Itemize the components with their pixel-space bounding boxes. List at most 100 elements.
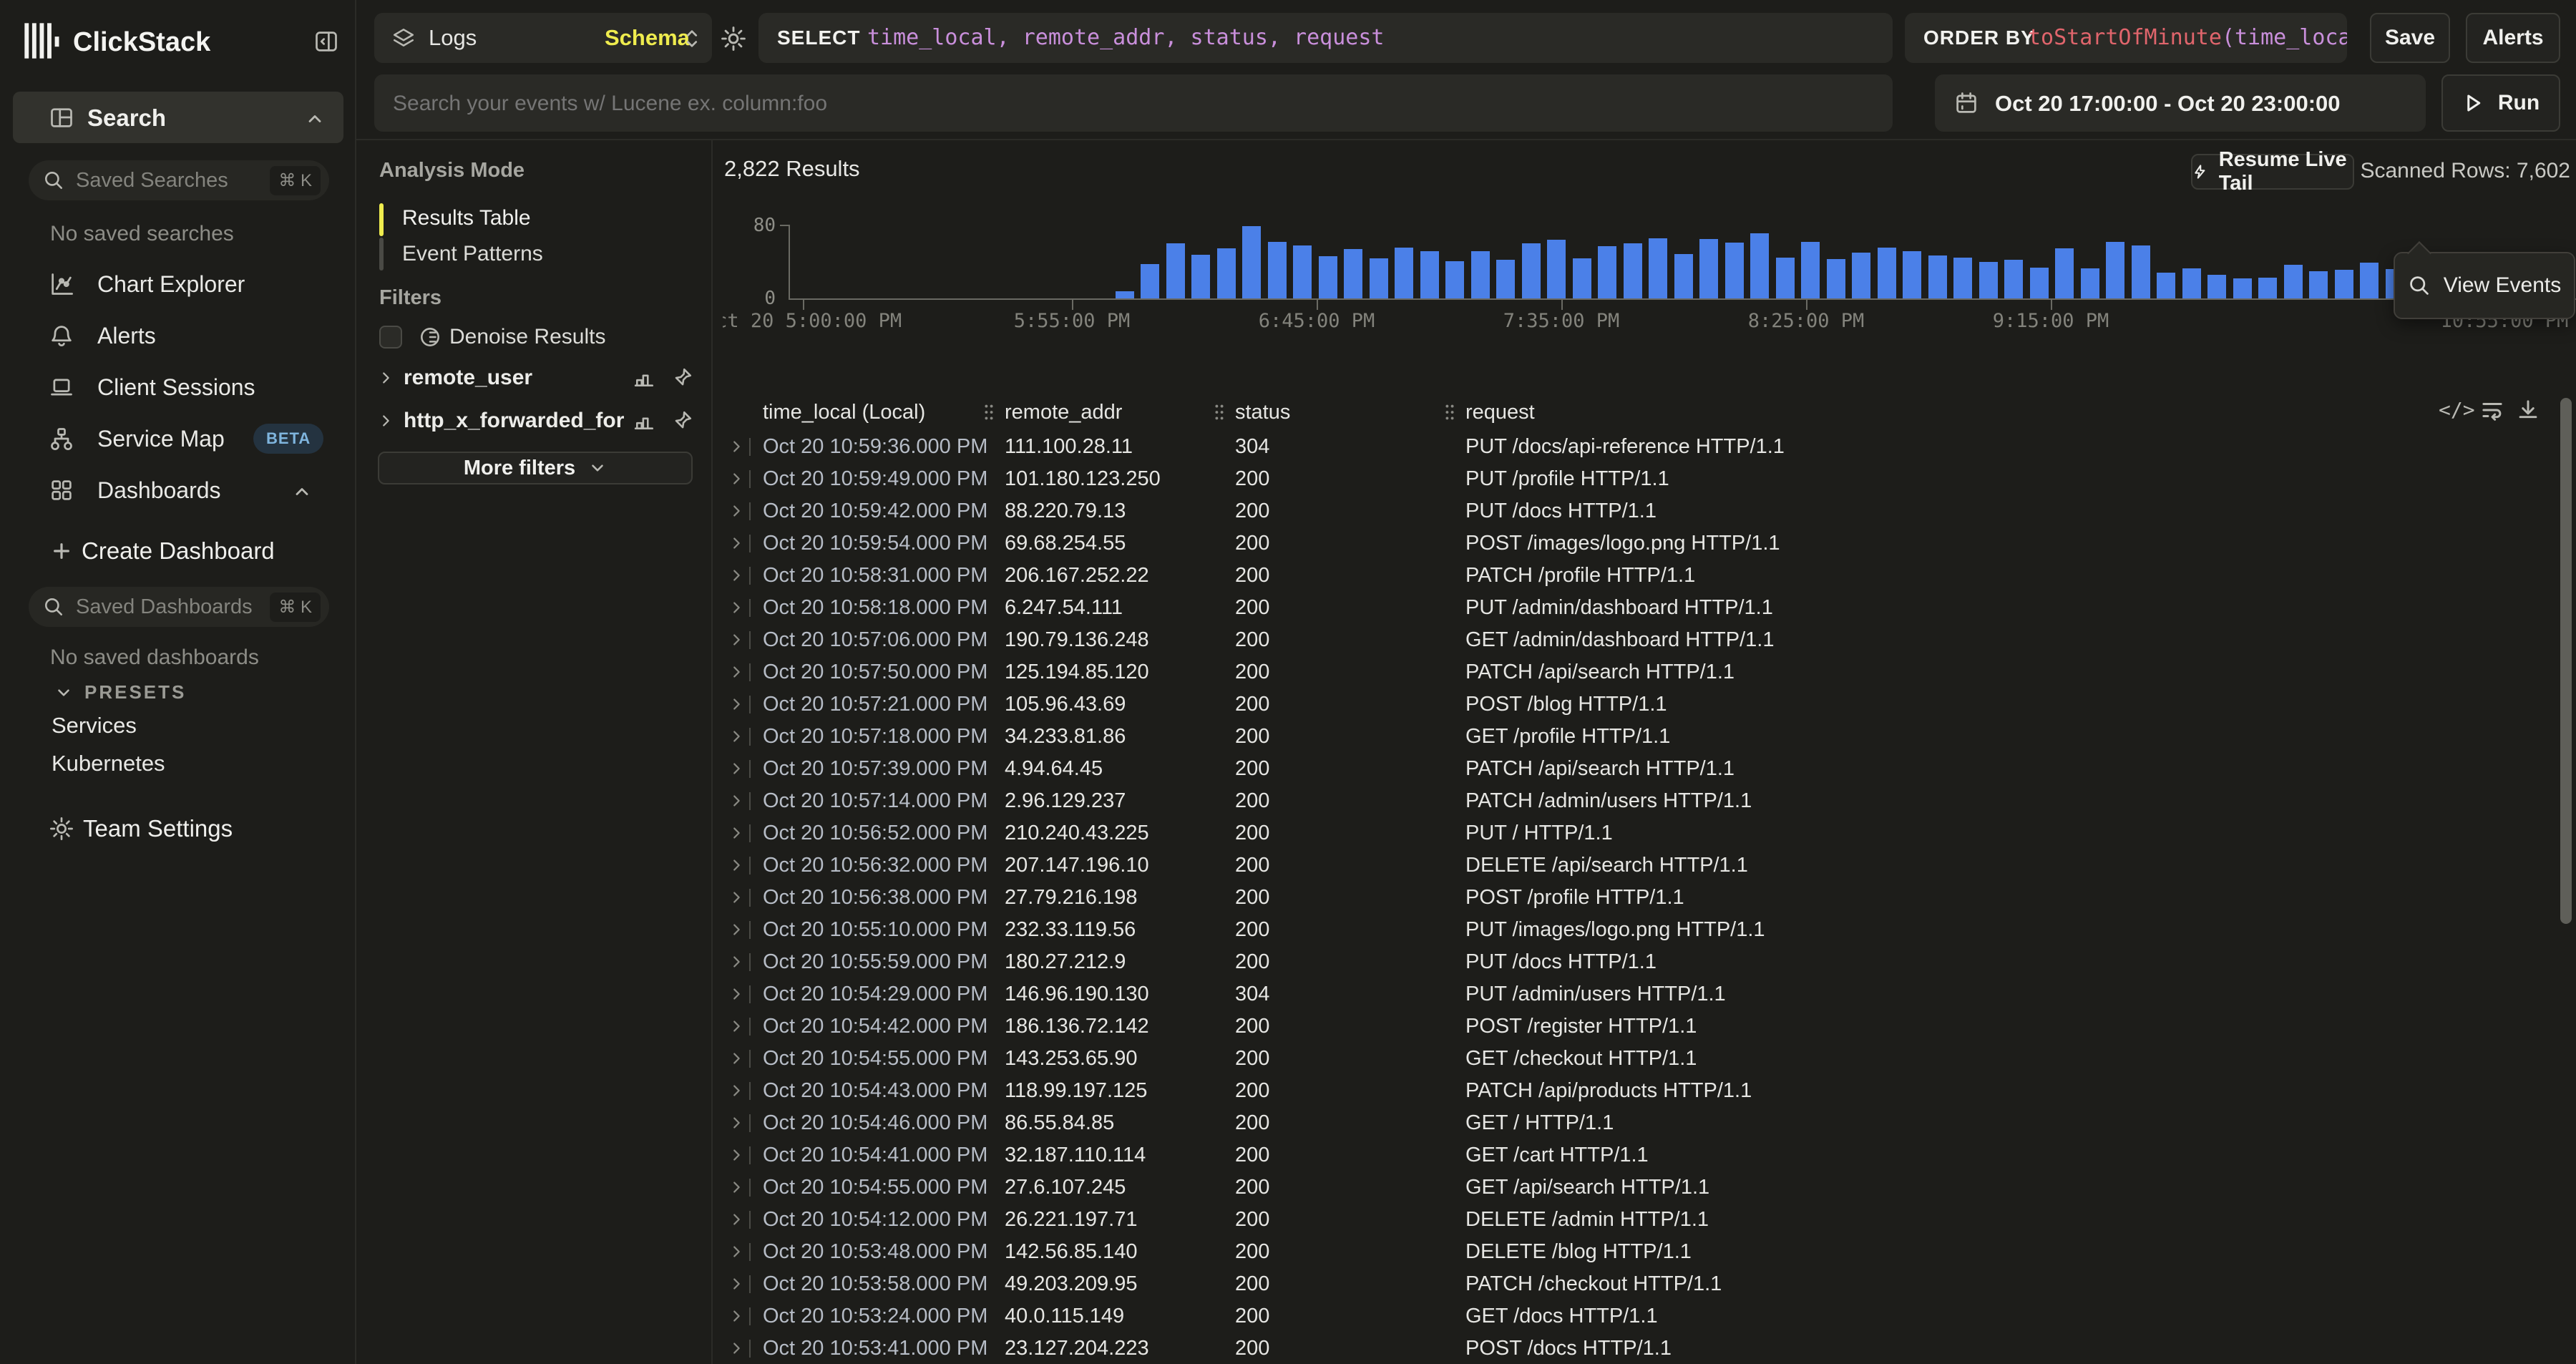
- expand-row-icon[interactable]: [728, 761, 744, 776]
- table-row[interactable]: Oct 20 10:59:54.000 PM 69.68.254.55 200 …: [712, 527, 2576, 560]
- expand-row-icon[interactable]: [728, 439, 744, 454]
- view-events-tooltip[interactable]: View Events: [2394, 252, 2575, 319]
- wrap-text-icon[interactable]: [2480, 398, 2504, 422]
- saved-searches-search[interactable]: ⌘ K: [29, 160, 329, 200]
- mode-event-patterns[interactable]: Event Patterns: [402, 242, 543, 266]
- table-row[interactable]: Oct 20 10:56:38.000 PM 27.79.216.198 200…: [712, 882, 2576, 914]
- more-filters-button[interactable]: More filters: [378, 452, 693, 484]
- table-row[interactable]: Oct 20 10:57:21.000 PM 105.96.43.69 200 …: [712, 688, 2576, 721]
- expand-row-icon[interactable]: [728, 696, 744, 712]
- source-settings-gear-icon[interactable]: [720, 25, 747, 52]
- run-button[interactable]: Run: [2441, 74, 2560, 132]
- sidebar-item-dashboards[interactable]: Dashboards: [0, 467, 356, 513]
- preset-item-kubernetes[interactable]: Kubernetes: [52, 751, 165, 776]
- table-row[interactable]: Oct 20 10:56:32.000 PM 207.147.196.10 20…: [712, 849, 2576, 882]
- column-header-status[interactable]: status: [1235, 395, 1290, 429]
- expand-row-icon[interactable]: [728, 793, 744, 809]
- table-row[interactable]: Oct 20 10:57:06.000 PM 190.79.136.248 20…: [712, 624, 2576, 656]
- expand-row-icon[interactable]: [728, 567, 744, 583]
- table-row[interactable]: Oct 20 10:59:49.000 PM 101.180.123.250 2…: [712, 463, 2576, 495]
- table-row[interactable]: Oct 20 10:54:42.000 PM 186.136.72.142 20…: [712, 1010, 2576, 1043]
- column-header-request[interactable]: request: [1465, 395, 1535, 429]
- create-dashboard-button[interactable]: Create Dashboard: [0, 528, 356, 574]
- expand-row-icon[interactable]: [728, 922, 744, 937]
- table-row[interactable]: Oct 20 10:59:42.000 PM 88.220.79.13 200 …: [712, 495, 2576, 527]
- drag-handle-icon[interactable]: [983, 404, 995, 421]
- presets-toggle[interactable]: PRESETS: [54, 681, 186, 703]
- expand-row-icon[interactable]: [728, 890, 744, 905]
- expand-row-icon[interactable]: [728, 954, 744, 970]
- expand-row-icon[interactable]: [728, 1212, 744, 1227]
- filter-field-http-x-forwarded-for[interactable]: http_x_forwarded_for: [378, 403, 693, 439]
- table-row[interactable]: Oct 20 10:53:58.000 PM 49.203.209.95 200…: [712, 1268, 2576, 1300]
- orderby-clause-input[interactable]: ORDER BY toStartOfMinute(time_local) D: [1905, 13, 2347, 63]
- saved-searches-input[interactable]: [74, 168, 256, 193]
- event-search-input[interactable]: [391, 74, 1740, 133]
- table-row[interactable]: Oct 20 10:54:46.000 PM 86.55.84.85 200 G…: [712, 1107, 2576, 1139]
- expand-row-icon[interactable]: [728, 1083, 744, 1098]
- sidebar-item-chart-explorer[interactable]: Chart Explorer: [0, 261, 356, 307]
- source-selector[interactable]: Logs Schema: [374, 13, 712, 63]
- filter-field-remote-user[interactable]: remote_user: [378, 360, 693, 396]
- event-search-box[interactable]: SQL Lucene: [374, 74, 1893, 132]
- vertical-scrollbar[interactable]: [2560, 398, 2572, 924]
- table-row[interactable]: Oct 20 10:56:52.000 PM 210.240.43.225 20…: [712, 817, 2576, 849]
- expand-row-icon[interactable]: [728, 825, 744, 841]
- sidebar-item-team-settings[interactable]: Team Settings: [0, 806, 356, 852]
- drag-handle-icon[interactable]: [1214, 404, 1225, 421]
- expand-row-icon[interactable]: [728, 1018, 744, 1034]
- expand-row-icon[interactable]: [728, 503, 744, 519]
- sidebar-item-alerts[interactable]: Alerts: [0, 313, 356, 359]
- drag-handle-icon[interactable]: [1444, 404, 1455, 421]
- sidebar-item-client-sessions[interactable]: Client Sessions: [0, 364, 356, 410]
- save-button[interactable]: Save: [2370, 13, 2450, 63]
- table-row[interactable]: Oct 20 10:54:29.000 PM 146.96.190.130 30…: [712, 978, 2576, 1010]
- expand-row-icon[interactable]: [728, 1147, 744, 1163]
- chart-icon[interactable]: [634, 410, 655, 432]
- expand-row-icon[interactable]: [728, 664, 744, 680]
- table-row[interactable]: Oct 20 10:54:55.000 PM 27.6.107.245 200 …: [712, 1171, 2576, 1204]
- select-clause-input[interactable]: SELECT time_local, remote_addr, status, …: [758, 13, 1893, 63]
- pin-icon[interactable]: [671, 367, 693, 389]
- preset-item-services[interactable]: Services: [52, 713, 137, 739]
- table-row[interactable]: Oct 20 10:57:50.000 PM 125.194.85.120 20…: [712, 656, 2576, 688]
- table-row[interactable]: Oct 20 10:57:14.000 PM 2.96.129.237 200 …: [712, 785, 2576, 817]
- expand-row-icon[interactable]: [728, 1115, 744, 1131]
- denoise-row[interactable]: Denoise Results: [379, 321, 694, 354]
- expand-row-icon[interactable]: [728, 1308, 744, 1324]
- table-row[interactable]: Oct 20 10:54:43.000 PM 118.99.197.125 20…: [712, 1075, 2576, 1107]
- table-row[interactable]: Oct 20 10:57:18.000 PM 34.233.81.86 200 …: [712, 721, 2576, 753]
- table-row[interactable]: Oct 20 10:58:31.000 PM 206.167.252.22 20…: [712, 560, 2576, 592]
- expand-row-icon[interactable]: [728, 857, 744, 873]
- table-row[interactable]: Oct 20 10:57:39.000 PM 4.94.64.45 200 PA…: [712, 753, 2576, 785]
- saved-dashboards-search[interactable]: ⌘ K: [29, 587, 329, 627]
- table-row[interactable]: Oct 20 10:58:18.000 PM 6.247.54.111 200 …: [712, 592, 2576, 624]
- table-row[interactable]: Oct 20 10:54:55.000 PM 143.253.65.90 200…: [712, 1043, 2576, 1075]
- download-icon[interactable]: [2516, 398, 2540, 422]
- expand-row-icon[interactable]: [728, 1179, 744, 1195]
- expand-row-icon[interactable]: [728, 1244, 744, 1260]
- histogram-chart[interactable]: 80 0 Oct 20 5:00:00 PM5:55:00 PM6:45:00 …: [723, 200, 2576, 344]
- table-row[interactable]: Oct 20 10:53:41.000 PM 23.127.204.223 20…: [712, 1333, 2576, 1364]
- expand-row-icon[interactable]: [728, 1276, 744, 1292]
- code-view-icon[interactable]: </>: [2439, 398, 2475, 422]
- table-row[interactable]: Oct 20 10:54:12.000 PM 26.221.197.71 200…: [712, 1204, 2576, 1236]
- denoise-checkbox[interactable]: [379, 326, 402, 349]
- time-range-picker[interactable]: Oct 20 17:00:00 - Oct 20 23:00:00: [1935, 74, 2426, 132]
- table-row[interactable]: Oct 20 10:59:36.000 PM 111.100.28.11 304…: [712, 431, 2576, 463]
- resume-live-tail-button[interactable]: Resume Live Tail: [2191, 154, 2354, 190]
- expand-row-icon[interactable]: [728, 986, 744, 1002]
- expand-row-icon[interactable]: [728, 600, 744, 615]
- collapse-sidebar-icon[interactable]: [313, 29, 339, 54]
- pin-icon[interactable]: [671, 410, 693, 432]
- expand-row-icon[interactable]: [728, 1051, 744, 1066]
- table-row[interactable]: Oct 20 10:55:10.000 PM 232.33.119.56 200…: [712, 914, 2576, 946]
- table-row[interactable]: Oct 20 10:55:59.000 PM 180.27.212.9 200 …: [712, 946, 2576, 978]
- table-row[interactable]: Oct 20 10:54:41.000 PM 32.187.110.114 20…: [712, 1139, 2576, 1171]
- sidebar-item-service-map[interactable]: Service Map BETA: [0, 416, 356, 462]
- expand-row-icon[interactable]: [728, 1340, 744, 1356]
- table-row[interactable]: Oct 20 10:53:24.000 PM 40.0.115.149 200 …: [712, 1300, 2576, 1333]
- table-row[interactable]: Oct 20 10:53:48.000 PM 142.56.85.140 200…: [712, 1236, 2576, 1268]
- sidebar-item-search[interactable]: Search: [13, 92, 343, 143]
- column-header-time-local[interactable]: time_local (Local): [763, 395, 925, 429]
